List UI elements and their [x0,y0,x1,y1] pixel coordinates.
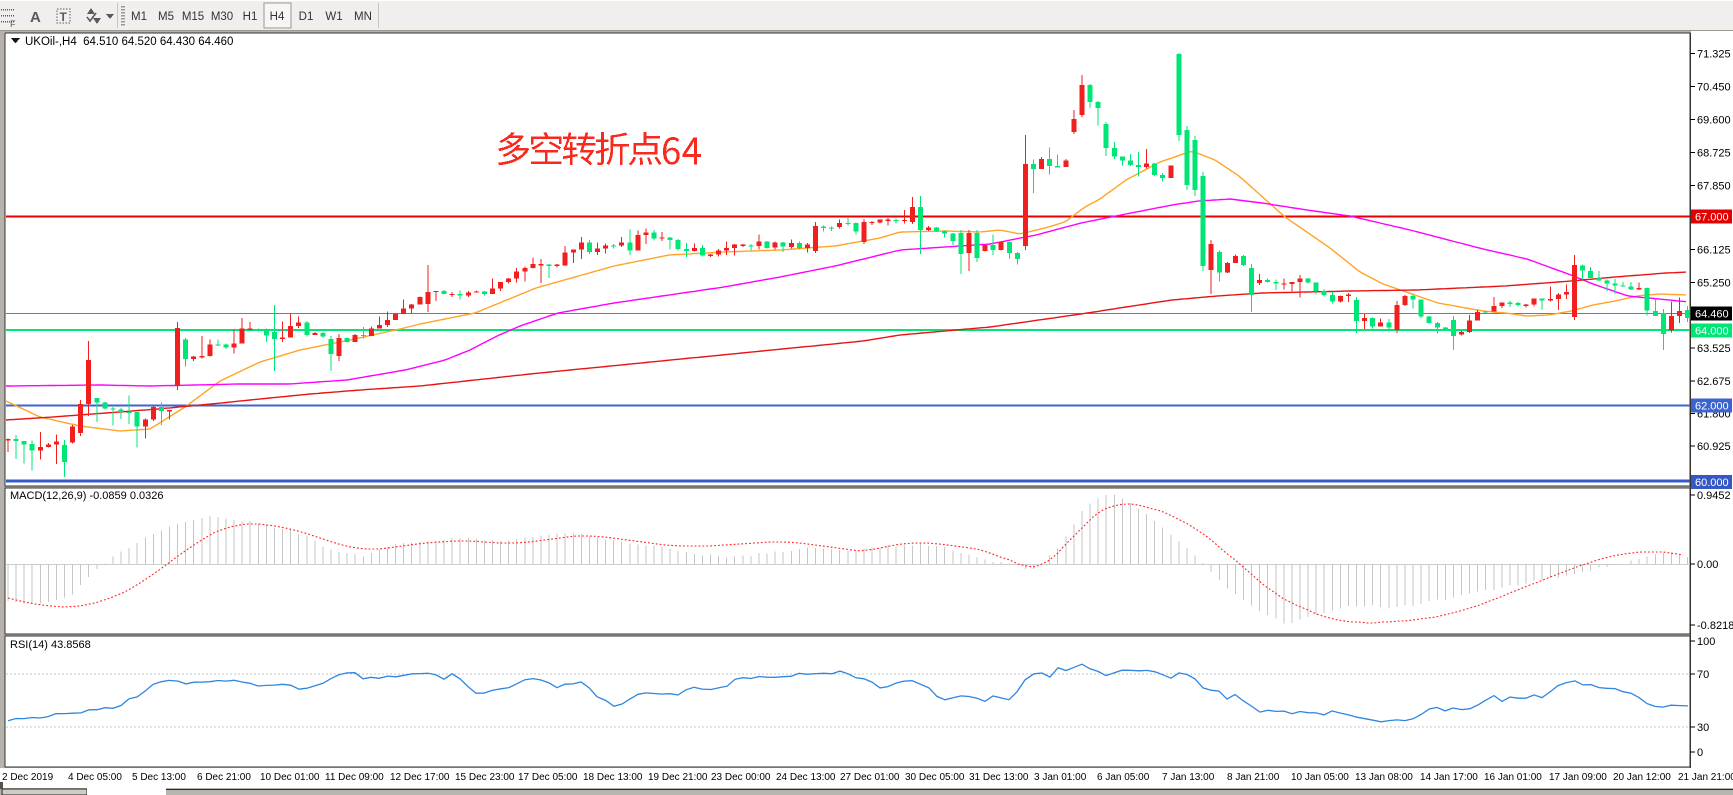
svg-text:23 Dec 00:00: 23 Dec 00:00 [711,772,771,783]
svg-text:21 Jan 21:00: 21 Jan 21:00 [1678,772,1733,783]
svg-text:4 Dec 05:00: 4 Dec 05:00 [68,772,122,783]
svg-text:MACD(12,26,9) -0.0859 0.0326: MACD(12,26,9) -0.0859 0.0326 [10,490,163,502]
svg-text:65.250: 65.250 [1697,278,1731,290]
svg-text:D1: D1 [299,11,314,23]
svg-text:MN: MN [354,11,372,23]
svg-text:10 Dec 01:00: 10 Dec 01:00 [260,772,320,783]
svg-text:20 Jan 12:00: 20 Jan 12:00 [1613,772,1671,783]
svg-text:H4: H4 [270,11,285,23]
svg-text:60.000: 60.000 [1695,477,1729,489]
svg-text:62.000: 62.000 [1695,401,1729,413]
svg-text:UKOil-,H4 64.510 64.520 64.43: UKOil-,H4 64.510 64.520 64.430 64.460 [25,36,233,48]
svg-text:11 Dec 09:00: 11 Dec 09:00 [325,772,384,783]
svg-text:69.600: 69.600 [1697,114,1731,126]
svg-text:64.460: 64.460 [1695,309,1729,321]
svg-text:3 Jan 01:00: 3 Jan 01:00 [1034,772,1087,783]
svg-text:17 Jan 09:00: 17 Jan 09:00 [1549,772,1607,783]
svg-text:30 Dec 05:00: 30 Dec 05:00 [905,772,965,783]
svg-text:71.325: 71.325 [1697,48,1731,60]
svg-text:5 Dec 13:00: 5 Dec 13:00 [132,772,186,783]
svg-text:0.9452: 0.9452 [1697,490,1731,502]
svg-text:A: A [30,9,41,26]
svg-text:2 Dec 2019: 2 Dec 2019 [2,772,54,783]
svg-text:0: 0 [1697,747,1703,759]
svg-text:6 Dec 21:00: 6 Dec 21:00 [197,772,251,783]
svg-text:63.525: 63.525 [1697,343,1731,355]
svg-text:13 Jan 08:00: 13 Jan 08:00 [1355,772,1413,783]
svg-text:24 Dec 13:00: 24 Dec 13:00 [776,772,836,783]
svg-text:M1: M1 [131,11,147,23]
svg-text:70: 70 [1697,669,1709,681]
svg-text:M5: M5 [158,11,174,23]
svg-text:31 Dec 13:00: 31 Dec 13:00 [969,772,1029,783]
svg-text:F: F [10,19,16,29]
svg-text:7 Jan 13:00: 7 Jan 13:00 [1162,772,1215,783]
svg-text:6 Jan 05:00: 6 Jan 05:00 [1097,772,1150,783]
svg-text:67.850: 67.850 [1697,181,1731,193]
svg-text:17 Dec 05:00: 17 Dec 05:00 [518,772,578,783]
svg-text:12 Dec 17:00: 12 Dec 17:00 [390,772,450,783]
svg-text:M15: M15 [182,11,204,23]
svg-text:16 Jan 01:00: 16 Jan 01:00 [1484,772,1542,783]
svg-text:M30: M30 [211,11,233,23]
svg-text:100: 100 [1697,636,1715,648]
svg-text:15 Dec 23:00: 15 Dec 23:00 [455,772,515,783]
svg-text:18 Dec 13:00: 18 Dec 13:00 [583,772,643,783]
svg-text:14 Jan 17:00: 14 Jan 17:00 [1420,772,1478,783]
svg-text:10 Jan 05:00: 10 Jan 05:00 [1291,772,1349,783]
svg-text:30: 30 [1697,722,1709,734]
svg-text:T: T [60,10,68,24]
svg-text:8 Jan 21:00: 8 Jan 21:00 [1227,772,1280,783]
svg-text:66.125: 66.125 [1697,245,1731,257]
svg-text:-0.8218: -0.8218 [1697,620,1733,632]
svg-text:68.725: 68.725 [1697,147,1731,159]
svg-text:64.000: 64.000 [1695,326,1729,338]
svg-text:RSI(14) 43.8568: RSI(14) 43.8568 [10,639,91,651]
svg-text:27 Dec 01:00: 27 Dec 01:00 [840,772,900,783]
svg-text:67.000: 67.000 [1695,212,1729,224]
svg-text:H1: H1 [243,11,258,23]
svg-text:62.675: 62.675 [1697,376,1731,388]
svg-text:60.925: 60.925 [1697,441,1731,453]
svg-text:W1: W1 [325,11,342,23]
svg-text:70.450: 70.450 [1697,81,1731,93]
svg-text:0.00: 0.00 [1697,559,1718,571]
svg-text:19 Dec 21:00: 19 Dec 21:00 [648,772,708,783]
